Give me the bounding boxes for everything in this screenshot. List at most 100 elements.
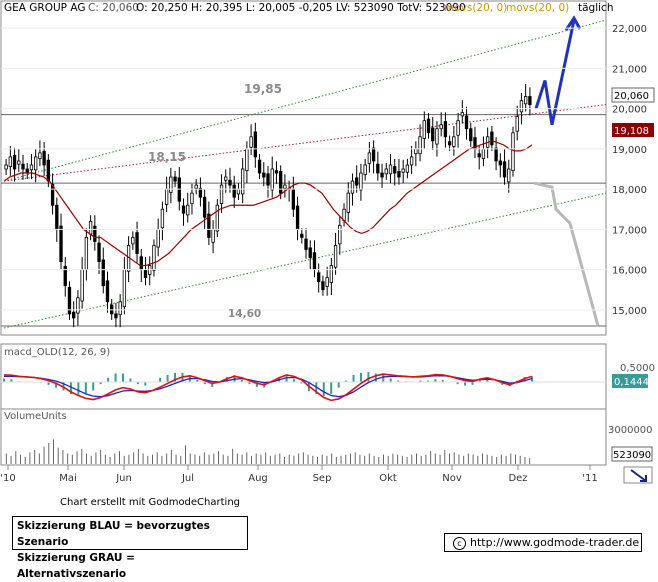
candle-body [266,173,270,186]
volume-layer [5,439,531,464]
price-tick-label: 18,000 [612,185,647,196]
symbol-title: GEA GROUP AG [4,2,85,14]
candle-body [97,242,101,262]
moving-average-line [3,140,533,267]
candle-body [164,188,169,205]
level-label-14-60: 14,60 [228,308,261,320]
macd-tick-label: 0,5000 [620,363,655,374]
price-tick-label: 20,000 [612,105,647,116]
candle-body [88,220,93,235]
volume-value: 523090 [613,450,651,461]
x-tick-label: Jun [115,473,132,484]
candle-body [186,204,190,216]
stock-chart: 15,000 16,000 17,000 18,000 19,000 20,000 21,0… [0,0,655,484]
candle-body [469,128,473,142]
candle-body [409,156,414,166]
candle-body [198,187,203,198]
candle-body [279,171,283,194]
candle-body [317,272,321,283]
ohlc-readout: O: 20,250 H: 20,395 L: 20,005 -0,205 LV:… [136,2,466,14]
mov1-legend: movs(20, 0) [444,2,507,14]
candle-body [101,259,105,287]
candle-body [262,172,266,178]
candle-body [355,177,359,186]
candle-body [321,281,325,291]
candle-body [359,172,363,191]
candle-body [236,188,241,195]
candle-body [160,208,165,229]
source-link[interactable]: c http://www.godmode-trader.de [444,533,642,552]
candle-body [72,311,76,319]
candle-body [431,127,435,142]
arrow-down-right-icon [630,469,647,482]
candle-body [523,96,528,105]
x-tick-label: Nov [442,473,462,484]
x-tick-label: Dez [508,473,527,484]
candle-body [283,184,287,189]
candle-body [384,168,388,175]
candle-body [325,277,329,287]
candle-body [63,265,67,287]
candle-body [84,237,89,271]
candle-body [46,159,51,182]
candle-body [435,128,439,145]
candle-body [118,301,122,316]
candle-body [401,168,405,173]
candle-body [50,183,55,206]
candle-body [300,233,304,238]
grey-scenario-path [533,181,600,327]
macd-panel-frame [0,343,607,411]
candle-body [8,156,13,167]
copyright-icon: c [453,536,466,550]
candle-body [376,163,380,174]
level-label-18-15: 18,15 [148,150,186,164]
price-tick-label: 19,000 [612,145,647,156]
candle-body [350,180,355,194]
candle-body [363,164,367,176]
candle-body [452,136,456,147]
candle-body [304,238,308,250]
candle-body [308,247,312,258]
candle-body [219,184,224,205]
candle-body [439,124,443,130]
candle-body [329,265,334,283]
legend-grey: Skizzierung GRAU = Alternativszenario [17,552,135,580]
candle-body [245,148,249,172]
mov2-legend: movs(20, 0) [506,2,569,14]
last-price-value: 20,060 [614,91,649,102]
price-layer [1,15,607,329]
candle-body [240,168,245,195]
candle-body [380,172,384,178]
candle-body [59,225,63,262]
candle-body [181,205,186,214]
scenario-legend: Skizzierung BLAU = bevorzugtes Szenario … [12,516,248,580]
candle-body [426,118,431,134]
price-tick-label: 16,000 [612,266,647,277]
candle-body [338,224,342,245]
macd-title: macd_OLD(12, 26, 9) [4,347,110,358]
candle-body [291,188,296,210]
candle-body [477,153,481,158]
candle-body [105,280,110,303]
candle-body [456,120,460,136]
source-url: http://www.godmode-trader.de [470,536,640,549]
candle-body [215,204,219,232]
macd-line [3,373,533,402]
candle-body [371,147,376,162]
candle-body [502,161,507,178]
candle-body [114,313,118,319]
candle-body [346,192,350,213]
candle-body [397,171,401,178]
candle-body [511,132,515,172]
level-label-19-85: 19,85 [244,82,282,96]
x-tick-label: '10 [0,473,15,484]
candle-body [194,184,198,189]
candle-body [93,225,97,242]
candle-body [12,154,17,170]
candle-body [169,176,173,193]
candle-body [414,148,418,155]
x-tick-label: Mai [59,473,77,484]
candle-body [67,286,72,315]
candle-body [173,176,177,182]
candle-body [29,164,34,171]
